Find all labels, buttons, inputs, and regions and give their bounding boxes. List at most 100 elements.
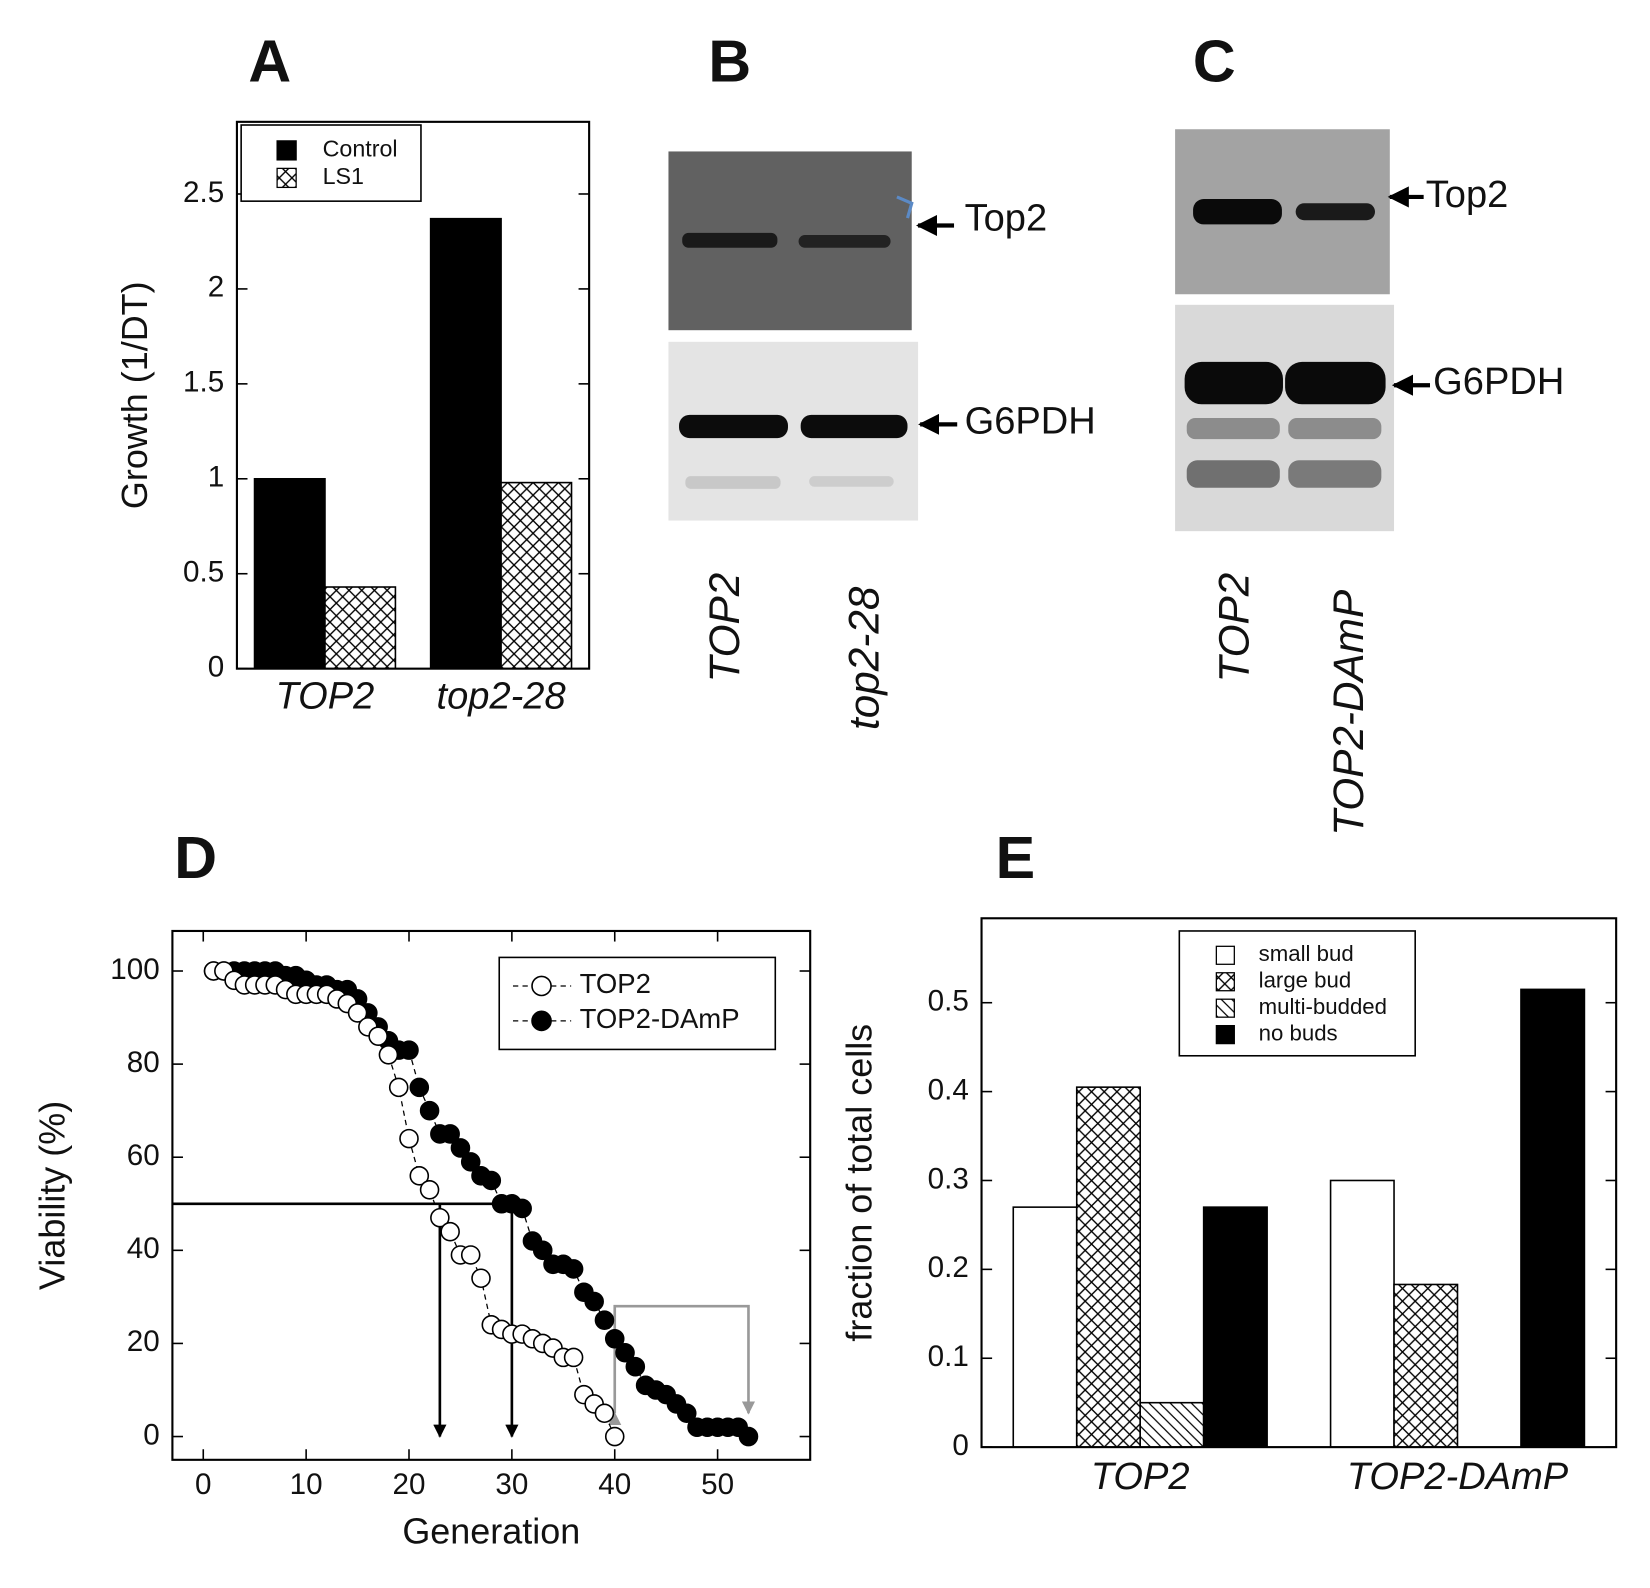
marker [388, 1077, 409, 1098]
x-tick-label: top2-28 [437, 675, 566, 717]
legend-swatch [1215, 998, 1235, 1018]
marker [471, 1268, 491, 1289]
bar [1393, 1283, 1459, 1448]
panel-letter: A [248, 27, 291, 94]
legend [498, 956, 777, 1051]
marker [430, 1207, 450, 1228]
marker [604, 1328, 625, 1349]
y-tick-label: 0 [952, 1429, 968, 1462]
marker [378, 1045, 399, 1065]
marker [738, 1426, 759, 1447]
legend-label: multi-budded [1259, 994, 1387, 1019]
marker [399, 1128, 419, 1149]
y-tick-label: 2.5 [183, 176, 224, 209]
band-label: Top2 [965, 197, 1048, 239]
x-tick-label: TOP2 [276, 675, 375, 717]
band [1193, 199, 1282, 225]
x-tick-label: 40 [598, 1468, 631, 1501]
y-tick-label: 1.5 [183, 366, 224, 399]
x-tick-label: TOP2 [1091, 1456, 1190, 1498]
x-tick-label: 50 [701, 1468, 734, 1501]
x-tick-label: 30 [495, 1468, 528, 1501]
bar [1075, 1086, 1141, 1448]
legend-marker [531, 1010, 552, 1032]
y-tick-label: 0.2 [928, 1251, 969, 1284]
plot-frame [171, 929, 812, 1461]
y-axis-label: Viability (%) [31, 1101, 72, 1290]
panel-letter: C [1193, 27, 1236, 94]
y-tick-label: 1 [208, 461, 224, 494]
marker [594, 1310, 615, 1330]
marker [481, 1170, 502, 1191]
x-tick-label: 10 [290, 1468, 323, 1501]
marker [399, 1040, 419, 1060]
bar [429, 217, 502, 670]
y-tick-label: 0 [143, 1418, 159, 1451]
plot-frame [980, 917, 1618, 1449]
band [1186, 460, 1280, 488]
legend-label: large bud [1259, 968, 1352, 993]
marker [347, 1003, 368, 1023]
band [1184, 361, 1283, 405]
band-label: Top2 [1426, 174, 1509, 216]
series-line [213, 970, 616, 1437]
bar [253, 477, 326, 670]
y-axis-label: Growth (1/DT) [114, 281, 155, 509]
band [1288, 460, 1382, 488]
lane-label: TOP2-DAmP [1325, 590, 1372, 836]
legend-swatch [276, 140, 297, 161]
y-axis-label: fraction of total cells [839, 1024, 880, 1342]
panel-letter: D [174, 824, 217, 891]
band [800, 414, 908, 439]
marker [594, 1403, 615, 1424]
legend-label: Control [323, 136, 398, 162]
legend-label: TOP2 [580, 968, 651, 999]
band [1186, 417, 1280, 440]
x-axis-label: Generation [402, 1510, 580, 1551]
panel-letter: E [996, 824, 1036, 891]
marker [409, 1077, 430, 1098]
x-tick-label: 20 [393, 1468, 426, 1501]
band [798, 235, 891, 248]
bar [1329, 1179, 1395, 1448]
lane-label: TOP2 [1211, 573, 1258, 683]
marker [419, 1100, 440, 1121]
marker [419, 1180, 440, 1200]
y-tick-label: 0.5 [928, 985, 969, 1018]
bar [1139, 1401, 1205, 1448]
marker [584, 1291, 604, 1312]
band-label: G6PDH [965, 400, 1096, 442]
marker [604, 1426, 625, 1447]
y-tick-label: 0 [208, 650, 224, 683]
marker [409, 1166, 430, 1186]
legend-swatch [276, 167, 297, 189]
marker [563, 1347, 584, 1368]
marker [676, 1403, 697, 1424]
plot-frame [235, 120, 591, 670]
y-tick-label: 0.4 [928, 1073, 969, 1106]
lane-label: TOP2 [701, 573, 748, 683]
x-tick-label: 0 [195, 1468, 211, 1501]
marker [512, 1198, 532, 1219]
panel-letter: B [708, 27, 751, 94]
y-tick-label: 40 [127, 1232, 160, 1265]
marker [563, 1259, 584, 1279]
y-tick-label: 100 [110, 953, 159, 986]
marker [450, 1138, 471, 1158]
y-tick-label: 80 [127, 1046, 160, 1079]
legend-label: TOP2-DAmP [580, 1003, 740, 1034]
bar [324, 586, 397, 670]
bracket [608, 1304, 756, 1426]
band-label: G6PDH [1433, 361, 1564, 403]
blot-b: Top2 G6PDH TOP2 top2-28 [668, 151, 1096, 730]
x-tick-label: TOP2-DAmP [1347, 1456, 1569, 1498]
band [1288, 417, 1382, 440]
y-tick-label: 0.1 [928, 1340, 969, 1373]
bar [1520, 988, 1586, 1448]
legend-swatch [1215, 1025, 1235, 1045]
y-tick-label: 0.5 [183, 556, 224, 589]
marker [440, 1221, 460, 1242]
band [682, 232, 778, 248]
